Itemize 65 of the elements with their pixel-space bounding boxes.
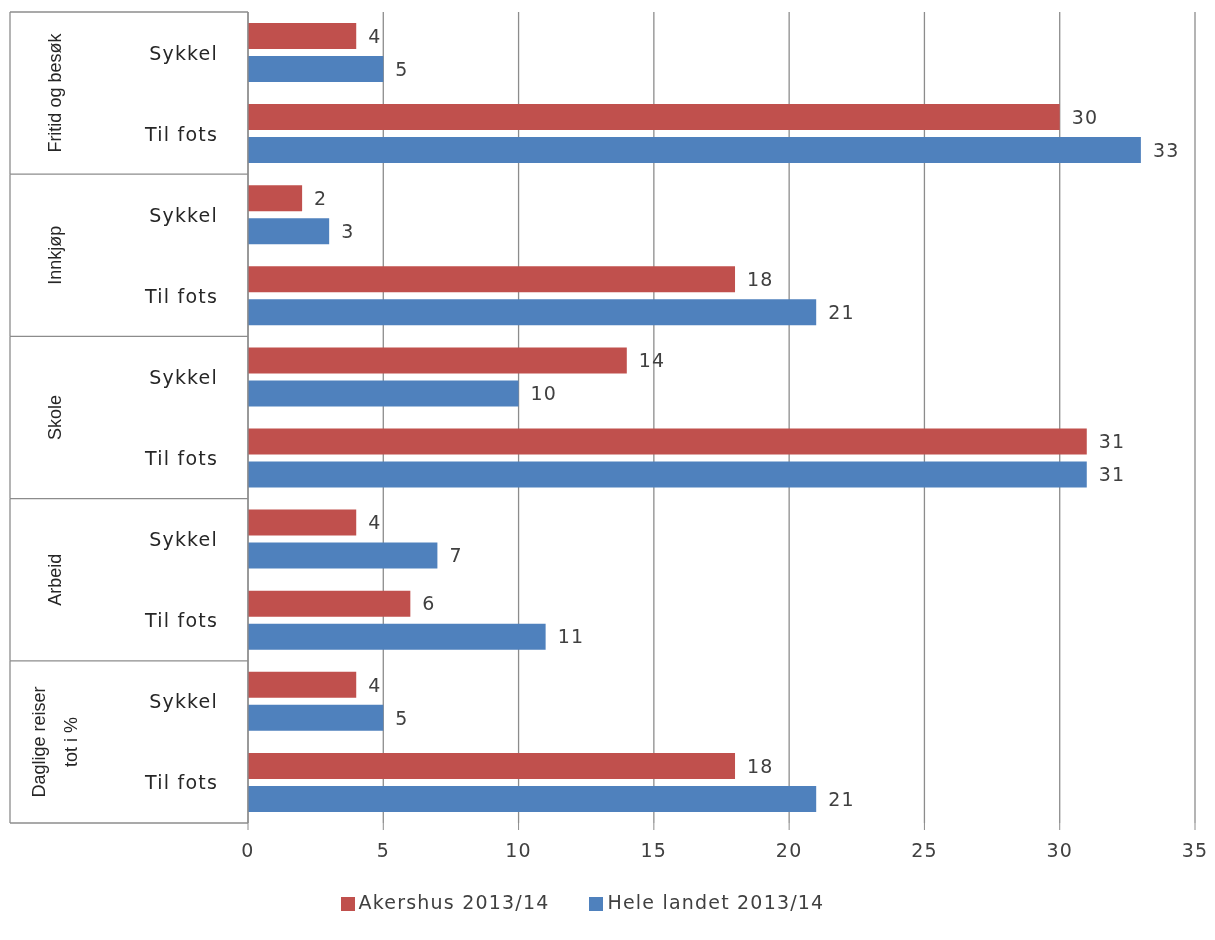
text: Fritid og besøk [45,32,65,153]
y-tick-label: Sykkel [149,41,218,64]
data-label: 4 [368,24,382,47]
bar [248,56,384,82]
y-tick-label: Sykkel [149,690,218,713]
bar [248,752,736,779]
bar [248,542,438,569]
bar [248,704,384,731]
bar [248,461,1087,488]
text: Daglige reiser tot i % [29,686,81,798]
y-tick-label: Til fots [144,447,218,470]
x-tick-label: 15 [640,839,668,862]
bar [248,23,357,49]
bar [248,137,1141,164]
data-label: 2 [314,186,328,209]
data-label: 33 [1152,138,1180,161]
bar [248,104,1060,131]
x-tick-label: 10 [505,839,532,862]
data-label: 31 [1098,430,1126,453]
data-label: 6 [422,592,436,615]
x-tick-label: 25 [911,839,938,862]
y-tick-label: Til fots [144,609,218,632]
data-label: 14 [638,349,666,372]
bar [248,623,546,650]
x-tick-label: 35 [1181,839,1209,862]
data-label: 5 [395,57,409,80]
y-tick-label: Til fots [144,122,218,145]
data-label: 3 [341,219,355,242]
data-label: 21 [828,301,855,324]
bar [248,380,519,407]
data-label: 5 [395,706,409,729]
bar [248,671,357,698]
y-tick-label: Sykkel [149,528,218,551]
data-label: 31 [1098,463,1126,486]
legend-label: Hele landet 2013/14 [607,891,825,913]
data-label: 18 [747,268,774,291]
x-tick-label: 5 [376,839,390,862]
legend-label: Akershus 2013/14 [358,891,550,913]
x-tick-label: 0 [241,839,255,862]
bar [248,299,817,326]
data-label: 10 [530,382,558,405]
bar [248,347,627,374]
data-label: 30 [1071,105,1099,128]
bar [248,185,303,212]
bar [248,785,817,812]
y-tick-label: Sykkel [149,365,218,388]
y-tick-label: Til fots [144,771,218,794]
data-label: 4 [368,673,382,696]
text: Arbeid [45,553,65,606]
bar [248,509,357,536]
data-label: 21 [828,787,855,810]
y-tick-label: Sykkel [149,203,218,226]
text: Skole [45,394,65,441]
bar [248,266,736,293]
data-label: 4 [368,511,382,534]
x-tick-label: 20 [775,839,803,862]
data-label: 7 [449,544,463,567]
bar [248,428,1087,455]
x-tick-label: 30 [1046,839,1073,862]
y-tick-label: Til fots [144,284,218,307]
bar [248,218,330,245]
data-label: 11 [557,625,585,648]
data-label: 18 [747,754,774,777]
text: Innkjøp [45,225,65,285]
bar [248,590,411,617]
